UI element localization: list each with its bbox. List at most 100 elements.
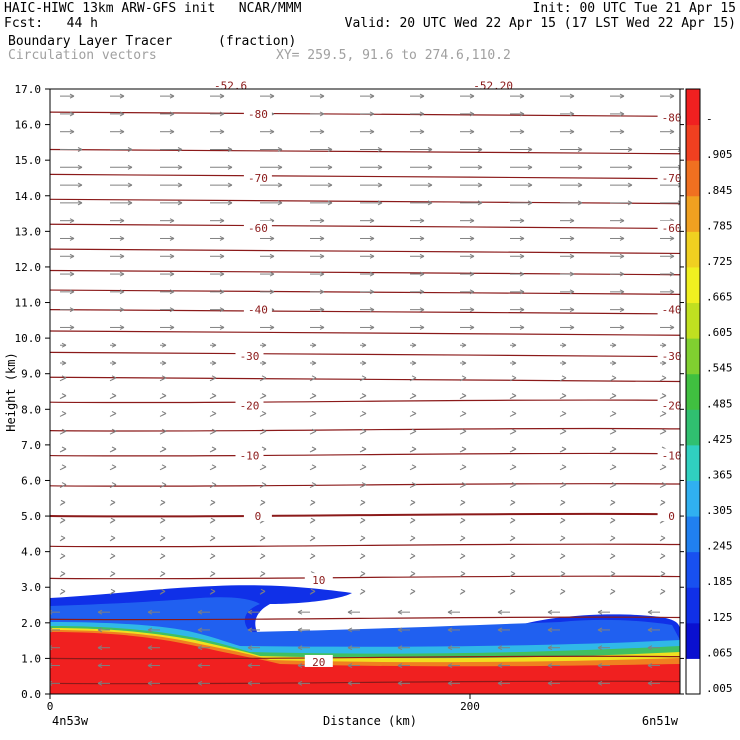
contour-label-bg: [243, 106, 272, 119]
vector-arrowhead: [97, 680, 103, 686]
vector-arrowhead: [527, 164, 533, 170]
y-tick-label: 13.0: [15, 225, 42, 238]
vector-arrowhead: [110, 499, 116, 505]
vector-arrowhead: [397, 680, 403, 686]
contour-label-bg: [216, 78, 245, 91]
vector-arrowhead: [419, 253, 425, 259]
colorbar-label: .125: [706, 611, 733, 624]
vector-arrowhead: [547, 663, 553, 668]
vector-arrowhead: [247, 609, 253, 615]
vector-arrowhead: [97, 609, 103, 615]
vector-arrowhead: [469, 253, 475, 259]
vector-arrowhead: [161, 446, 167, 452]
vector-arrowhead: [310, 517, 316, 523]
x-axis-ticks: 0 200: [47, 694, 480, 713]
contour-line: [50, 427, 680, 432]
colorbar-swatch: [686, 622, 700, 659]
vector-arrowhead: [419, 324, 425, 330]
vector-arrowhead: [561, 428, 567, 434]
vector-arrowhead: [660, 571, 666, 577]
vector-arrowhead: [361, 360, 367, 366]
vector-arrowhead: [619, 253, 625, 259]
colorbar-label: .905: [706, 148, 733, 161]
vector-arrowhead: [50, 645, 53, 651]
vector-arrowhead: [219, 324, 225, 330]
vector-arrowhead: [419, 111, 425, 117]
contour-label: -80: [662, 111, 682, 124]
colorbar-swatch: [686, 516, 700, 553]
vector-arrowhead: [377, 147, 383, 152]
header-init: Init: 00 UTC Tue 21 Apr 15: [532, 1, 737, 16]
vector-arrowhead: [97, 627, 103, 633]
vector-arrowhead: [411, 464, 417, 470]
vector-arrowhead: [511, 393, 517, 399]
vector-arrowhead: [547, 627, 553, 633]
vector-arrowhead: [69, 271, 75, 277]
contour-line: [50, 173, 680, 180]
vector-arrowhead: [147, 627, 153, 633]
vector-arrowhead: [127, 147, 133, 152]
vector-arrowhead: [511, 428, 517, 434]
contour-line: [50, 452, 680, 457]
vector-arrowhead: [197, 663, 203, 668]
vector-arrowhead: [410, 499, 416, 505]
vector-arrowhead: [561, 464, 567, 470]
vector-arrowhead: [569, 218, 575, 224]
vector-arrowhead: [77, 182, 83, 188]
vector-arrowhead: [277, 200, 283, 206]
vector-arrowhead: [261, 342, 267, 348]
vector-arrowhead: [211, 410, 217, 416]
colorbar-label: .725: [706, 255, 733, 268]
vector-arrowhead: [461, 375, 467, 381]
vector-arrowhead: [260, 553, 266, 559]
vector-arrowhead: [660, 535, 666, 541]
vector-arrowhead: [669, 253, 675, 259]
vector-arrowhead: [297, 680, 303, 686]
vector-arrowhead: [511, 410, 517, 416]
tracer-shading: [50, 585, 680, 694]
vector-arrowhead: [161, 342, 167, 348]
vector-arrowhead: [527, 182, 533, 188]
vector-arrowhead: [161, 393, 167, 399]
vector-arrowhead: [410, 535, 416, 541]
contour-label: -52.6: [214, 79, 247, 92]
contour-label-bg: [243, 509, 272, 522]
colorbar-label: .485: [706, 397, 733, 410]
vector-arrowhead: [169, 218, 175, 224]
colorbar-label: .425: [706, 433, 733, 446]
colorbar-label: .305: [706, 504, 733, 517]
vector-arrowhead: [211, 360, 217, 366]
vector-arrowhead: [547, 609, 553, 615]
vector-arrowhead: [111, 464, 117, 470]
vector-arrowhead: [160, 517, 166, 523]
vector-arrowhead: [127, 200, 133, 206]
vector-arrowhead: [647, 663, 653, 668]
vector-arrowhead: [661, 393, 667, 399]
vector-arrowhead: [519, 236, 525, 241]
vector-arrowhead: [460, 588, 466, 594]
vector-arrowhead: [369, 253, 375, 259]
colorbar-swatch: [686, 160, 700, 197]
contour-label-bg: [657, 220, 686, 233]
vector-arrowhead: [227, 182, 233, 188]
vector-arrowhead: [127, 164, 133, 170]
vector-arrowhead: [177, 147, 183, 152]
vector-arrowhead: [360, 535, 366, 541]
vector-arrowhead: [111, 393, 117, 399]
vector-arrowhead: [369, 324, 375, 330]
contour-label: -60: [248, 222, 268, 235]
vector-arrowhead: [177, 182, 183, 188]
vector-arrowhead: [447, 645, 453, 651]
vector-arrowhead: [377, 182, 383, 188]
vector-arrowhead: [227, 164, 233, 170]
colorbar-label: .245: [706, 540, 733, 553]
colorbar-label: .185: [706, 575, 733, 588]
vector-arrowhead: [447, 609, 453, 615]
contour-label: -30: [662, 350, 682, 363]
vector-arrowhead: [260, 535, 266, 541]
vector-arrowhead: [169, 93, 175, 99]
vector-arrowhead: [211, 342, 217, 348]
vector-arrowhead: [261, 464, 267, 470]
x-right-endpoint: 6n51w: [642, 714, 679, 728]
